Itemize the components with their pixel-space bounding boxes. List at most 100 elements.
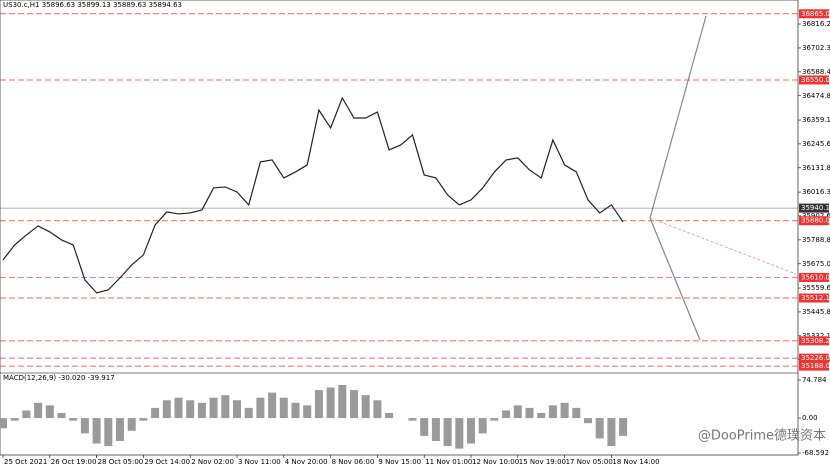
macd-bar — [10, 418, 19, 421]
level-label-box — [799, 216, 829, 226]
x-tick-label: 15 Nov 19:00 — [519, 458, 566, 466]
y-tick-label: 36588.40 — [802, 68, 830, 76]
watermark: @DooPrime德璞资本 — [698, 429, 826, 444]
level-label-box — [799, 293, 829, 303]
level-label-box — [799, 272, 829, 282]
y-tick-label: 35445.85 — [802, 308, 830, 316]
projection-arrow — [649, 217, 701, 341]
current-price-box — [799, 203, 829, 213]
y-tick-label: 36702.30 — [802, 44, 830, 52]
macd-bar — [221, 395, 230, 419]
level-label: 35880.00 — [801, 217, 830, 225]
macd-bar — [244, 407, 253, 419]
macd-bar — [490, 418, 499, 421]
macd-bar — [385, 412, 394, 419]
macd-bar — [45, 405, 54, 419]
macd-bar — [256, 397, 265, 419]
macd-bar — [455, 418, 464, 449]
macd-bar — [537, 412, 546, 419]
level-label: 35226.00 — [801, 354, 830, 362]
y-tick-label: 36016.35 — [802, 188, 830, 196]
macd-bar — [607, 418, 616, 447]
level-label-box — [799, 336, 829, 346]
macd-bar — [525, 407, 534, 419]
y-tick-label: 35332.10 — [802, 332, 830, 340]
y-tick-label: 36816.20 — [802, 20, 830, 28]
y-tick-label: 74.784 — [802, 376, 827, 384]
macd-bar — [502, 410, 511, 419]
macd-bar — [139, 418, 148, 421]
x-tick-label: 4 Nov 20:00 — [285, 458, 328, 466]
y-tick-label: 36359.15 — [802, 116, 830, 124]
level-label: 36550.00 — [801, 76, 830, 84]
plot-frame — [0, 0, 799, 456]
y-tick-label: 36131.85 — [802, 164, 830, 172]
macd-bar — [291, 402, 300, 419]
chart-title: US30.c,H1 35896.63 35899.13 35889.63 358… — [3, 1, 182, 9]
macd-bar — [478, 418, 487, 434]
macd-bar — [326, 387, 335, 419]
macd-bar — [116, 418, 124, 441]
macd-bar — [69, 418, 78, 421]
macd-bar — [548, 405, 557, 419]
macd-bar — [197, 402, 206, 419]
macd-bar — [57, 412, 66, 419]
macd-bar — [572, 407, 581, 419]
macd-bar — [151, 407, 160, 419]
macd-bar — [80, 418, 89, 434]
macd-bar — [162, 400, 171, 419]
y-tick-label: -68.592 — [802, 449, 829, 457]
y-tick-label: 35902.65 — [802, 212, 830, 220]
level-label: 35308.23 — [801, 337, 830, 345]
macd-bar — [233, 400, 241, 419]
macd-bar — [314, 390, 323, 419]
macd-bar — [104, 418, 113, 447]
x-tick-label: 8 Nov 06:00 — [332, 458, 375, 466]
level-label-box — [799, 75, 829, 85]
y-tick-label: 35675.00 — [802, 260, 830, 268]
macd-bar — [279, 397, 288, 419]
macd-bar — [209, 397, 218, 419]
macd-bar — [361, 395, 370, 419]
price-line — [2, 96, 624, 294]
x-tick-label: 28 Oct 05:00 — [98, 458, 144, 466]
level-label-box — [799, 361, 829, 371]
x-tick-label: 17 Nov 05:00 — [566, 458, 613, 466]
current-price-label: 35940.13 — [801, 204, 830, 212]
macd-bar — [619, 418, 628, 436]
macd-bar — [467, 418, 475, 444]
level-label-box — [799, 9, 829, 19]
x-tick-label: 26 Oct 19:00 — [51, 458, 97, 466]
macd-bar — [174, 397, 183, 419]
y-tick-label: 36245.60 — [802, 140, 830, 148]
macd-bar — [431, 418, 440, 441]
x-tick-label: 12 Nov 10:00 — [472, 458, 519, 466]
macd-bar — [268, 392, 277, 419]
level-label: 35188.00 — [801, 362, 830, 370]
macd-title: MACD(12,26,9) -30.020 -39.917 — [3, 374, 115, 382]
level-label: 36865.00 — [801, 10, 830, 18]
projection-line — [649, 217, 797, 275]
projection-arrow — [649, 15, 707, 219]
y-tick-label: 0.00 — [802, 414, 818, 422]
y-tick-label: 36474.80 — [802, 92, 830, 100]
macd-bar — [350, 390, 358, 419]
macd-bar — [513, 405, 522, 419]
macd-bar — [443, 418, 452, 447]
level-label: 35610.00 — [801, 273, 830, 281]
macd-bar — [595, 418, 604, 439]
x-tick-label: 29 Oct 14:00 — [144, 458, 190, 466]
level-label-box — [799, 353, 829, 363]
macd-bar — [34, 402, 43, 419]
macd-bar — [0, 418, 7, 429]
macd-bar — [127, 418, 136, 431]
x-tick-label: 2 Nov 02:00 — [191, 458, 234, 466]
x-tick-label: 3 Nov 11:00 — [238, 458, 281, 466]
macd-bar — [373, 400, 382, 419]
macd-bar — [560, 402, 569, 419]
y-tick-label: 35559.60 — [802, 284, 830, 292]
macd-bar — [92, 418, 101, 444]
x-tick-label: 25 Oct 2021 — [4, 458, 47, 466]
level-label: 35512.12 — [801, 294, 830, 302]
